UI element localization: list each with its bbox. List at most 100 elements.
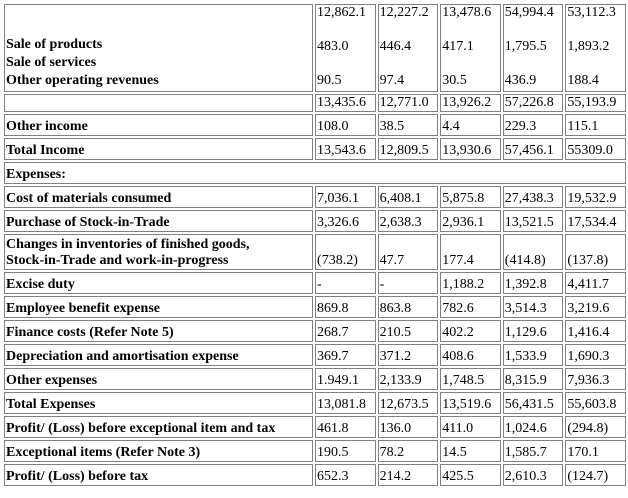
cell-value: - xyxy=(377,272,439,294)
revenue-col-5: 53,112.3 1,893.2 188.4 xyxy=(565,4,626,92)
cell-value: 402.2 xyxy=(440,320,501,342)
revenue-value: 54,994.4 xyxy=(504,5,554,20)
table-row: Employee benefit expense 869.8 863.8 782… xyxy=(4,296,626,318)
table-row: Finance costs (Refer Note 5) 268.7 210.5… xyxy=(4,320,626,342)
cell-value: 13,519.6 xyxy=(440,392,501,414)
revenue-value: 1,795.5 xyxy=(504,39,547,54)
cell-value: 229.3 xyxy=(502,114,564,136)
cell-value: 214.2 xyxy=(377,464,439,486)
revenue-value: 188.4 xyxy=(567,73,599,88)
cell-value: (414.8) xyxy=(502,234,564,270)
cell-value: (137.8) xyxy=(565,234,626,270)
cell-value: 38.5 xyxy=(377,114,439,136)
revenue-labels-cell: Sale of products Sale of services Other … xyxy=(4,4,314,92)
cell-value: 8,315.9 xyxy=(502,368,564,390)
cell-value: 57,456.1 xyxy=(502,138,564,160)
table-row: Profit/ (Loss) before tax 652.3 214.2 42… xyxy=(4,464,626,486)
cell-value: 1,188.2 xyxy=(440,272,501,294)
cell-value: 27,438.3 xyxy=(502,186,564,208)
cell-value: 136.0 xyxy=(377,416,439,438)
table-row: Total Expenses 13,081.8 12,673.5 13,519.… xyxy=(4,392,626,414)
revenue-value: 97.4 xyxy=(379,73,405,88)
cell-value: 863.8 xyxy=(377,296,439,318)
cell-value: (738.2) xyxy=(315,234,376,270)
table-row: Profit/ (Loss) before exceptional item a… xyxy=(4,416,626,438)
cell-value: 170.1 xyxy=(565,440,626,462)
revenue-col-4: 54,994.4 1,795.5 436.9 xyxy=(502,4,564,92)
expenses-heading: Expenses: xyxy=(4,162,626,184)
row-label: Purchase of Stock-in-Trade xyxy=(4,210,314,232)
cell-value: 55,193.9 xyxy=(565,94,626,112)
row-label: Depreciation and amortisation expense xyxy=(4,344,314,366)
cell-value: 2,936.1 xyxy=(440,210,501,232)
row-label: Finance costs (Refer Note 5) xyxy=(4,320,314,342)
cell-value: 425.5 xyxy=(440,464,501,486)
cell-value: 13,435.6 xyxy=(315,94,376,112)
cell-value: 47.7 xyxy=(377,234,439,270)
revenue-value: 417.1 xyxy=(442,39,474,54)
table-row: Depreciation and amortisation expense 36… xyxy=(4,344,626,366)
revenue-value: 30.5 xyxy=(442,73,467,88)
sale-of-services-label: Sale of services xyxy=(6,55,97,70)
cell-value: 1,129.6 xyxy=(502,320,564,342)
cell-value: 3,326.6 xyxy=(315,210,376,232)
cell-value: 652.3 xyxy=(315,464,376,486)
cell-value: 3,219.6 xyxy=(565,296,626,318)
cell-value: 4,411.7 xyxy=(565,272,626,294)
cell-value: 13,081.8 xyxy=(315,392,376,414)
cell-value: 55309.0 xyxy=(565,138,626,160)
cell-value: 5,875.8 xyxy=(440,186,501,208)
revenue-block-row: Sale of products Sale of services Other … xyxy=(4,4,626,92)
other-operating-revenues-label: Other operating revenues xyxy=(6,73,159,88)
cell-value: 57,226.8 xyxy=(502,94,564,112)
cell-value: 1,748.5 xyxy=(440,368,501,390)
cell-value: 3,514.3 xyxy=(502,296,564,318)
cell-value: 2,638.3 xyxy=(377,210,439,232)
revenue-value: 446.4 xyxy=(379,39,412,54)
sale-of-products-label: Sale of products xyxy=(6,37,103,52)
cell-value: 55,603.8 xyxy=(565,392,626,414)
table-row: Changes in inventories of finished goods… xyxy=(4,234,626,270)
cell-value: 461.8 xyxy=(315,416,376,438)
cell-value: 2,610.3 xyxy=(502,464,564,486)
cell-value: 369.7 xyxy=(315,344,376,366)
revenue-value: 436.9 xyxy=(504,73,537,88)
row-label: Total Income xyxy=(4,138,314,160)
expenses-header-row: Expenses: xyxy=(4,162,626,184)
cell-value: 190.5 xyxy=(315,440,376,462)
cell-value: 13,930.6 xyxy=(440,138,501,160)
table-row: Other expenses 1.949.1 2,133.9 1,748.5 8… xyxy=(4,368,626,390)
revenue-value: 1,893.2 xyxy=(567,39,610,54)
revenue-value: 53,112.3 xyxy=(567,5,616,20)
cell-value: 108.0 xyxy=(315,114,376,136)
cell-value: 1,392.8 xyxy=(502,272,564,294)
cell-value: 411.0 xyxy=(440,416,501,438)
cell-value: 1.949.1 xyxy=(315,368,376,390)
cell-value: 115.1 xyxy=(565,114,626,136)
cell-value: 408.6 xyxy=(440,344,501,366)
cell-value: 1,533.9 xyxy=(502,344,564,366)
revenue-col-3: 13,478.6 417.1 30.5 xyxy=(440,4,501,92)
revenue-subtotal-row: 13,435.6 12,771.0 13,926.2 57,226.8 55,1… xyxy=(4,94,626,112)
cell-value: 13,926.2 xyxy=(440,94,501,112)
cell-value: 12,809.5 xyxy=(377,138,439,160)
cell-value: (124.7) xyxy=(565,464,626,486)
cell-value: 782.6 xyxy=(440,296,501,318)
cell-value: 1,585.7 xyxy=(502,440,564,462)
row-label xyxy=(4,94,314,112)
cell-value: - xyxy=(315,272,376,294)
cell-value: 869.8 xyxy=(315,296,376,318)
row-label: Other income xyxy=(4,114,314,136)
revenue-col-1: 12,862.1 483.0 90.5 xyxy=(315,4,376,92)
cell-value: 6,408.1 xyxy=(377,186,439,208)
revenue-value: 90.5 xyxy=(317,73,342,88)
cell-value: 371.2 xyxy=(377,344,439,366)
row-label: Changes in inventories of finished goods… xyxy=(4,234,314,270)
row-label: Excise duty xyxy=(4,272,314,294)
revenue-col-2: 12,227.2 446.4 97.4 xyxy=(377,4,439,92)
cell-value: 78.2 xyxy=(377,440,439,462)
cell-value: 12,673.5 xyxy=(377,392,439,414)
cell-value: 7,036.1 xyxy=(315,186,376,208)
row-label: Profit/ (Loss) before exceptional item a… xyxy=(4,416,314,438)
table-row: Other income 108.0 38.5 4.4 229.3 115.1 xyxy=(4,114,626,136)
